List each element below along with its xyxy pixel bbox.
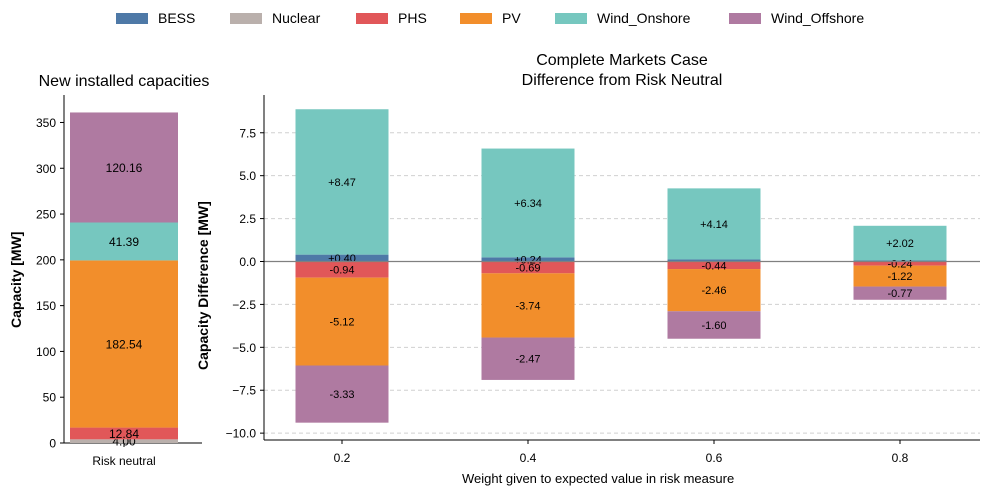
left-chart-xtick-label: Risk neutral — [92, 454, 155, 468]
right-bar-segment-pv-0-8 — [853, 265, 947, 287]
right-bar-label-phs-0-4: -0.69 — [515, 262, 540, 274]
right-bar-segment-phs-0-6 — [667, 261, 761, 270]
right-chart-xtick-label: 0.4 — [520, 451, 537, 465]
right-chart-xtick-label: 0.8 — [892, 451, 909, 465]
right-bar-label-wind-onshore-0-6: +4.14 — [700, 219, 728, 231]
right-chart-title-line-2: Difference from Risk Neutral — [521, 72, 723, 89]
legend-swatch-bess — [116, 12, 148, 24]
right-bar-label-phs-0-6: -0.44 — [701, 260, 726, 272]
right-chart-ytick-label: −2.5 — [232, 298, 256, 312]
right-chart-ytick-label: 0.0 — [239, 255, 256, 269]
legend-item-nuclear: Nuclear — [230, 10, 320, 26]
right-bar-label-pv-0-6: -2.46 — [701, 285, 726, 297]
right-chart-ytick-label: 5.0 — [239, 169, 256, 183]
right-chart-ytick-label: −10.0 — [226, 427, 257, 441]
legend-item-wind-onshore: Wind_Onshore — [555, 10, 690, 26]
right-bar-label-wind-onshore-0-2: +8.47 — [328, 177, 356, 189]
legend-item-bess: BESS — [116, 10, 195, 26]
right-bar-label-wind-offshore-0-4: -2.47 — [515, 354, 540, 366]
legend-label-pv: PV — [502, 10, 521, 26]
right-bar-label-wind-offshore-0-6: -1.60 — [701, 320, 726, 332]
legend-swatch-phs — [356, 12, 388, 24]
right-bar-label-wind-offshore-0-2: -3.33 — [329, 389, 354, 401]
right-bar-segment-bess-0-6 — [667, 259, 761, 262]
left-chart-ytick-label: 150 — [36, 299, 56, 313]
right-bar-segment-pv-0-6 — [667, 269, 761, 312]
right-bar-segment-bess-0-4 — [481, 257, 575, 262]
right-bar-segment-wind-onshore-0-8 — [853, 225, 947, 261]
left-bar-segment-wind-offshore — [70, 112, 178, 223]
right-bar-segment-pv-0-2 — [295, 277, 389, 366]
legend-label-bess: BESS — [158, 10, 196, 26]
right-chart-title: Complete Markets Case Difference from Ri… — [422, 51, 822, 91]
right-bar-label-wind-offshore-0-8: -0.77 — [887, 288, 912, 300]
left-bar-segment-phs — [70, 427, 178, 440]
right-chart-ytick-label: −7.5 — [232, 384, 256, 398]
left-bar-segment-pv — [70, 260, 178, 428]
right-bar-segment-wind-onshore-0-2 — [295, 109, 389, 255]
left-bar-segment-nuclear — [70, 439, 178, 443]
right-bar-label-pv-0-2: -5.12 — [329, 317, 354, 329]
right-chart-xlabel: Weight given to expected value in risk m… — [462, 471, 735, 486]
left-bar-label-wind-onshore: 41.39 — [109, 235, 139, 249]
right-bar-label-wind-onshore-0-8: +2.02 — [886, 238, 914, 250]
right-bar-label-phs-0-2: -0.94 — [329, 265, 354, 277]
left-bar-label-wind-offshore: 120.16 — [106, 161, 143, 175]
legend-swatch-nuclear — [230, 12, 262, 24]
left-bar-label-pv: 182.54 — [106, 337, 143, 351]
left-chart-ytick-label: 50 — [43, 391, 57, 405]
right-chart-title-line-1: Complete Markets Case — [536, 52, 708, 69]
right-bar-segment-phs-0-8 — [853, 261, 947, 266]
right-bar-label-wind-onshore-0-4: +6.34 — [514, 198, 542, 210]
right-bar-segment-wind-offshore-0-4 — [481, 337, 575, 380]
left-bar-label-phs: 12.84 — [109, 427, 139, 441]
left-chart-ytick-label: 200 — [36, 253, 56, 267]
right-chart-xtick-label: 0.2 — [334, 451, 351, 465]
right-bar-label-bess-0-2: +0.40 — [328, 253, 356, 265]
legend-label-wind-offshore: Wind_Offshore — [771, 10, 865, 26]
legend-label-wind-onshore: Wind_Onshore — [597, 10, 691, 26]
right-bar-segment-wind-onshore-0-4 — [481, 148, 575, 258]
right-bar-segment-phs-0-4 — [481, 261, 575, 274]
right-bar-segment-pv-0-4 — [481, 273, 575, 338]
right-bar-segment-wind-offshore-0-8 — [853, 286, 947, 300]
right-chart-ytick-label: −5.0 — [232, 341, 256, 355]
right-bar-segment-wind-offshore-0-2 — [295, 365, 389, 423]
left-chart-ytick-label: 300 — [36, 162, 56, 176]
right-chart-xtick-label: 0.6 — [706, 451, 723, 465]
right-bar-label-pv-0-4: -3.74 — [515, 300, 540, 312]
right-bar-label-pv-0-8: -1.22 — [887, 271, 912, 283]
left-chart-ytick-label: 0 — [49, 437, 56, 451]
right-bar-segment-phs-0-2 — [295, 261, 389, 278]
right-bar-label-bess-0-4: +0.24 — [514, 254, 542, 266]
left-bar-segment-wind-onshore — [70, 222, 178, 261]
left-chart-ytick-label: 350 — [36, 116, 56, 130]
right-bar-label-phs-0-8: -0.24 — [887, 259, 912, 271]
right-bar-segment-wind-onshore-0-6 — [667, 188, 761, 260]
legend-swatch-wind-offshore — [729, 12, 761, 24]
legend-label-nuclear: Nuclear — [272, 10, 321, 26]
left-chart-ytick-label: 250 — [36, 208, 56, 222]
legend: BESS Nuclear PHS PV Wind_Onshore Wind_Of… — [0, 10, 989, 32]
legend-item-phs: PHS — [356, 10, 427, 26]
legend-label-phs: PHS — [398, 10, 427, 26]
right-bar-segment-wind-offshore-0-6 — [667, 311, 761, 339]
legend-item-pv: PV — [460, 10, 521, 26]
left-chart-title: New installed capacities — [20, 72, 228, 92]
left-chart-ytick-label: 100 — [36, 345, 56, 359]
right-bar-segment-bess-0-2 — [295, 254, 389, 262]
legend-item-wind-offshore: Wind_Offshore — [729, 10, 864, 26]
left-chart-title-text: New installed capacities — [38, 73, 210, 90]
right-chart-ytick-label: 2.5 — [239, 212, 256, 226]
right-chart-ytick-label: 7.5 — [239, 126, 256, 140]
legend-swatch-pv — [460, 12, 492, 24]
legend-swatch-wind-onshore — [555, 12, 587, 24]
